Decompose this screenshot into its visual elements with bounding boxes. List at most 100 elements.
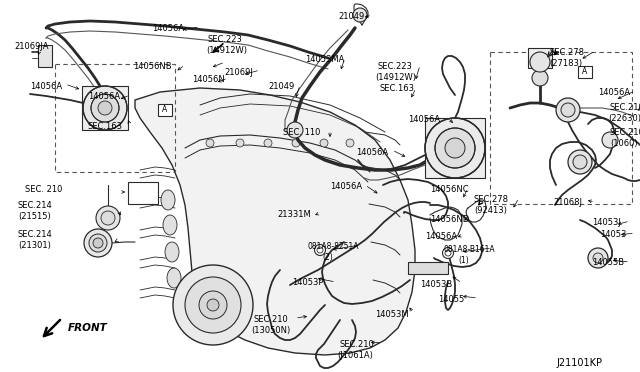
Text: SEC.210: SEC.210: [610, 103, 640, 112]
Text: 14056A: 14056A: [408, 115, 440, 124]
Text: (2): (2): [322, 253, 333, 262]
Text: 21069JA: 21069JA: [14, 42, 49, 51]
Circle shape: [98, 101, 112, 115]
Ellipse shape: [167, 268, 181, 288]
Ellipse shape: [161, 190, 175, 210]
Circle shape: [89, 234, 107, 252]
Text: 14056A: 14056A: [425, 232, 457, 241]
Text: SEC.210: SEC.210: [610, 128, 640, 137]
Text: 21069J: 21069J: [224, 68, 253, 77]
Circle shape: [425, 118, 485, 178]
Text: (1060): (1060): [610, 139, 637, 148]
Circle shape: [96, 206, 120, 230]
Circle shape: [236, 139, 244, 147]
Text: A: A: [582, 67, 588, 77]
Circle shape: [91, 94, 119, 122]
Text: SEC. 110: SEC. 110: [283, 128, 321, 137]
Text: 14055: 14055: [438, 295, 464, 304]
Circle shape: [287, 122, 303, 138]
Circle shape: [593, 253, 603, 263]
Text: 14056A: 14056A: [356, 148, 388, 157]
Circle shape: [264, 139, 272, 147]
Circle shape: [588, 248, 608, 268]
Text: 14056N: 14056N: [192, 75, 225, 84]
Text: 14053B: 14053B: [420, 280, 452, 289]
Text: SEC.210: SEC.210: [340, 340, 375, 349]
Text: (1): (1): [458, 256, 468, 265]
Text: (14912W): (14912W): [375, 73, 416, 82]
Text: 14053: 14053: [600, 230, 627, 239]
Text: 14053M: 14053M: [375, 310, 408, 319]
Bar: [55, 64, 175, 172]
Circle shape: [442, 247, 454, 259]
Text: SEC.163: SEC.163: [88, 122, 123, 131]
Circle shape: [353, 8, 367, 22]
Polygon shape: [135, 88, 415, 355]
Circle shape: [206, 139, 214, 147]
Text: 21331M: 21331M: [277, 210, 311, 219]
Text: (14912W): (14912W): [206, 46, 247, 55]
Circle shape: [207, 299, 219, 311]
Circle shape: [173, 265, 253, 345]
Circle shape: [573, 155, 587, 169]
Text: SEC.223: SEC.223: [378, 62, 413, 71]
Bar: [82, 86, 128, 130]
Text: 14056ND: 14056ND: [430, 215, 469, 224]
Text: (21515): (21515): [18, 212, 51, 221]
Text: 14056NC: 14056NC: [430, 185, 468, 194]
Text: (92413): (92413): [474, 206, 507, 215]
Text: (22630): (22630): [608, 114, 640, 123]
FancyBboxPatch shape: [158, 104, 172, 116]
Text: (27183): (27183): [549, 59, 582, 68]
Bar: [425, 118, 485, 178]
Bar: [38, 45, 52, 67]
Circle shape: [602, 132, 618, 148]
Circle shape: [532, 70, 548, 86]
Text: 14056A: 14056A: [88, 92, 120, 101]
Text: 14056A: 14056A: [30, 82, 62, 91]
Text: SEC.223: SEC.223: [208, 35, 243, 44]
Text: 081A8-8251A: 081A8-8251A: [308, 242, 360, 251]
FancyBboxPatch shape: [578, 66, 592, 78]
Text: SEC.214: SEC.214: [18, 201, 52, 210]
Text: 14055B: 14055B: [592, 258, 624, 267]
Text: 21049: 21049: [268, 82, 294, 91]
Text: 14056NB: 14056NB: [133, 62, 172, 71]
Text: 14056A: 14056A: [152, 24, 184, 33]
Text: J21101KP: J21101KP: [556, 358, 602, 368]
Text: FRONT: FRONT: [68, 323, 108, 333]
Ellipse shape: [163, 215, 177, 235]
Circle shape: [320, 139, 328, 147]
Text: SEC.214: SEC.214: [18, 230, 52, 239]
Circle shape: [93, 238, 103, 248]
Bar: [528, 48, 552, 68]
Text: 14053J: 14053J: [592, 218, 621, 227]
Circle shape: [568, 150, 592, 174]
Bar: [128, 182, 158, 204]
Circle shape: [561, 103, 575, 117]
Text: 081A8-B161A: 081A8-B161A: [444, 245, 495, 254]
Circle shape: [556, 98, 580, 122]
Circle shape: [346, 139, 354, 147]
Text: 14056A: 14056A: [330, 182, 362, 191]
Circle shape: [530, 52, 550, 72]
Circle shape: [101, 211, 115, 225]
Circle shape: [292, 139, 300, 147]
Text: 14053MA: 14053MA: [305, 55, 344, 64]
Ellipse shape: [165, 242, 179, 262]
Text: (21301): (21301): [18, 241, 51, 250]
Text: 21068J: 21068J: [553, 198, 582, 207]
Circle shape: [314, 244, 326, 256]
Circle shape: [185, 277, 241, 333]
Text: (J1061A): (J1061A): [337, 351, 373, 360]
Text: SEC.163: SEC.163: [380, 84, 415, 93]
Bar: [408, 262, 448, 274]
Circle shape: [435, 128, 475, 168]
Text: SEC.210: SEC.210: [253, 315, 288, 324]
Circle shape: [83, 86, 127, 130]
Text: 14053P: 14053P: [292, 278, 323, 287]
Circle shape: [199, 291, 227, 319]
Text: (13050N): (13050N): [251, 326, 291, 335]
Text: 21049: 21049: [338, 12, 364, 21]
Circle shape: [445, 138, 465, 158]
